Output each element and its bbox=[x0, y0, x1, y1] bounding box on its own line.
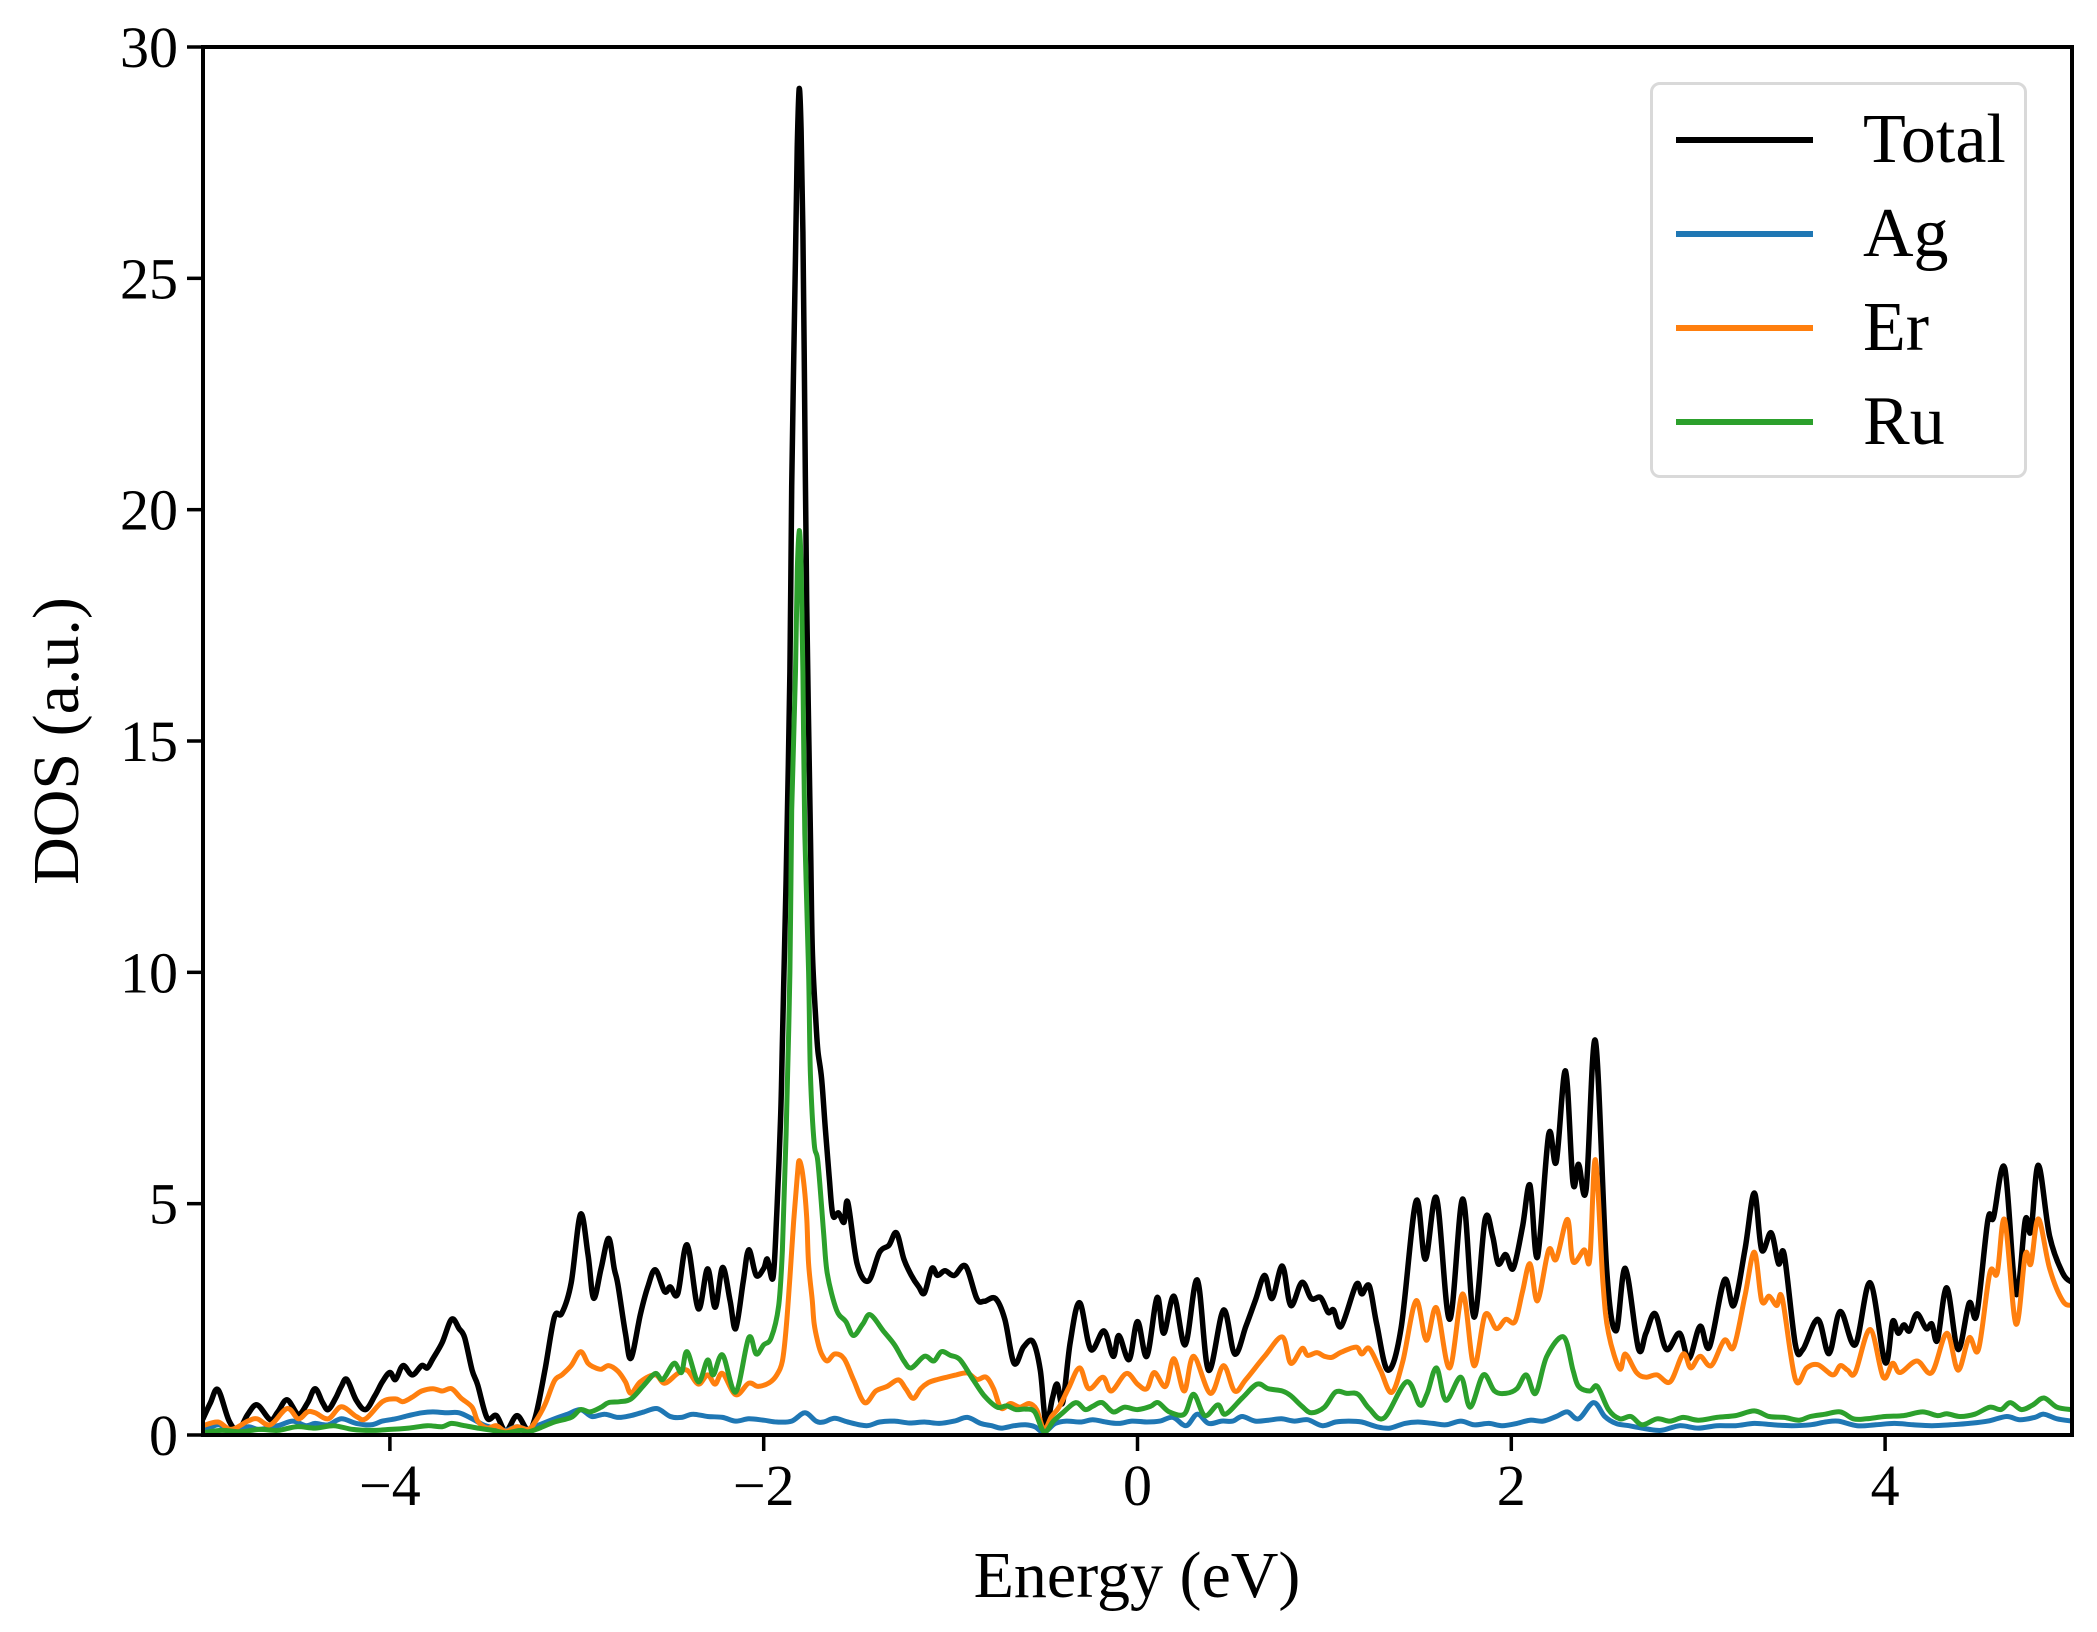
legend-item-ag: Ag bbox=[1653, 187, 2024, 281]
legend-line-ru-icon bbox=[1676, 419, 1813, 425]
y-tick-label: 20 bbox=[120, 478, 178, 543]
x-tick-label: 0 bbox=[1123, 1453, 1152, 1518]
x-axis-label: Energy (eV) bbox=[973, 1539, 1301, 1612]
x-tick-label: −2 bbox=[733, 1453, 795, 1518]
y-tick-label: 5 bbox=[149, 1172, 178, 1237]
y-tick-label: 30 bbox=[120, 15, 178, 80]
legend-line-total-icon bbox=[1676, 137, 1813, 143]
legend-item-er: Er bbox=[1653, 281, 2024, 375]
legend-line-ag-icon bbox=[1676, 231, 1813, 237]
y-tick-label: 15 bbox=[120, 709, 178, 774]
series-ru-line bbox=[203, 527, 2072, 1435]
y-tick-label: 25 bbox=[120, 246, 178, 311]
legend: Total Ag Er Ru bbox=[1650, 82, 2027, 478]
x-tick-label: 2 bbox=[1497, 1453, 1526, 1518]
series-total-line bbox=[203, 85, 2072, 1435]
y-axis-label: DOS (a.u.) bbox=[20, 597, 93, 885]
legend-label-ru: Ru bbox=[1863, 383, 1945, 460]
legend-line-er-icon bbox=[1676, 325, 1813, 331]
x-tick-label: 4 bbox=[1871, 1453, 1900, 1518]
series-er-line bbox=[203, 1157, 2072, 1434]
legend-label-total: Total bbox=[1863, 101, 2006, 178]
x-tick-label: −4 bbox=[359, 1453, 421, 1518]
legend-label-er: Er bbox=[1863, 289, 1930, 366]
y-tick-label: 0 bbox=[149, 1403, 178, 1468]
legend-item-ru: Ru bbox=[1653, 375, 2024, 469]
y-tick-label: 10 bbox=[120, 940, 178, 1005]
legend-item-total: Total bbox=[1653, 93, 2024, 187]
legend-label-ag: Ag bbox=[1863, 195, 1949, 272]
plot-spines bbox=[201, 45, 2074, 1437]
